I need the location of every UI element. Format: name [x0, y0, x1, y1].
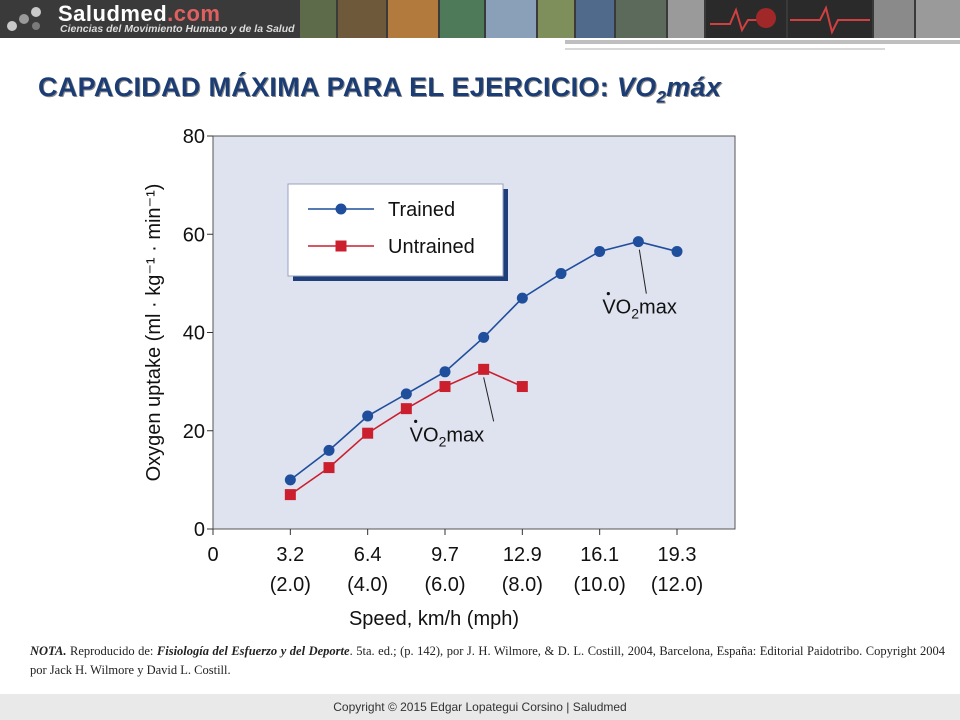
- x-tick-sublabel: (2.0): [270, 574, 311, 596]
- x-tick-sublabel: (4.0): [347, 574, 388, 596]
- x-tick-label: 19.3: [658, 544, 697, 566]
- annotation-vo2max: VO2max: [410, 424, 485, 449]
- title-vo: VO: [616, 72, 657, 102]
- legend-label-trained: Trained: [388, 199, 455, 221]
- data-point-trained: [284, 474, 296, 486]
- data-point-trained: [323, 444, 335, 456]
- footer: Copyright © 2015 Edgar Lopategui Corsino…: [0, 694, 960, 720]
- x-tick-label: 9.7: [431, 544, 459, 566]
- header-banner: Saludmed.com Ciencias del Movimiento Hum…: [0, 0, 960, 38]
- banner-photo-strip: [300, 0, 960, 38]
- note-text-1: Reproducido de:: [66, 644, 157, 658]
- data-point-trained: [632, 236, 644, 248]
- data-point-untrained: [323, 462, 335, 474]
- legend-box: [287, 183, 504, 277]
- note-label: NOTA.: [30, 644, 67, 658]
- citation-note: NOTA. Reproducido de: Fisiología del Esf…: [30, 642, 945, 680]
- data-point-trained: [555, 268, 567, 280]
- annotation-pointer: [483, 377, 495, 422]
- legend-label-untrained: Untrained: [388, 236, 475, 258]
- data-point-untrained: [362, 427, 374, 439]
- y-tick-label: 20: [183, 421, 205, 443]
- data-point-untrained: [400, 403, 412, 415]
- y-tick-label: 60: [183, 224, 205, 246]
- x-axis-label: Speed, km/h (mph): [349, 608, 519, 630]
- y-tick-label: 0: [194, 519, 205, 541]
- x-tick-sublabel: (12.0): [651, 574, 703, 596]
- data-point-trained: [594, 245, 606, 257]
- plot-group: 0 20 40 60 80 0 3.2 (2.0) 6.4 (4.0) 9.7 (6.0) 12.9 (8…: [143, 126, 736, 630]
- y-tick-label: 80: [183, 126, 205, 148]
- y-tick-label: 40: [183, 323, 205, 345]
- site-name: Saludmed: [58, 1, 168, 26]
- note-book-title: Fisiología del Esfuerzo y del Deporte: [156, 644, 350, 658]
- title-max: máx: [666, 72, 722, 102]
- note-text-2: . 5ta. ed.; (p. 142), por J. H. Wilmore,…: [30, 644, 945, 677]
- logo-icon: [7, 7, 41, 31]
- annotation-dot: [606, 292, 610, 296]
- x-tick-sublabel: (10.0): [574, 574, 626, 596]
- slide-title: CAPACIDAD MÁXIMA PARA EL EJERCICIO: VO2m…: [38, 72, 721, 107]
- data-point-untrained: [284, 489, 296, 501]
- data-point-trained: [516, 292, 528, 304]
- data-point-trained: [439, 366, 451, 378]
- banner-photos-icon: [300, 0, 960, 38]
- x-tick-label: 12.9: [503, 544, 542, 566]
- site-logo[interactable]: Saludmed.com: [58, 1, 221, 27]
- data-point-trained: [400, 388, 412, 400]
- data-point-untrained: [439, 381, 451, 393]
- x-tick-label: 0: [207, 544, 218, 566]
- x-tick-label: 16.1: [580, 544, 619, 566]
- annotation-vo2max: VO2max: [602, 297, 677, 322]
- y-axis-label: Oxygen uptake (ml · kg⁻¹ · min⁻¹): [143, 184, 165, 482]
- x-tick-sublabel: (6.0): [424, 574, 465, 596]
- data-point-trained: [478, 331, 490, 343]
- header-rule-secondary: [565, 48, 885, 50]
- data-point-trained: [362, 410, 374, 422]
- annotation-dot: [414, 419, 418, 423]
- site-tagline: Ciencias del Movimiento Humano y de la S…: [60, 23, 295, 35]
- x-tick-label: 6.4: [354, 544, 382, 566]
- footer-copyright: Copyright © 2015 Edgar Lopategui Corsino…: [333, 700, 627, 714]
- header-rule: [565, 40, 960, 44]
- oxygen-uptake-chart: 0 20 40 60 80 0 3.2 (2.0) 6.4 (4.0) 9.7 (6.0) 12.9 (8…: [143, 126, 736, 630]
- title-vo2max: VO2máx: [616, 72, 722, 106]
- data-point-untrained: [478, 363, 490, 375]
- x-tick-label: 3.2: [276, 544, 304, 566]
- title-text: CAPACIDAD MÁXIMA PARA EL EJERCICIO:: [38, 72, 617, 102]
- site-domain: .com: [167, 1, 221, 26]
- title-subscript: 2: [656, 87, 667, 107]
- legend-marker-trained: [335, 203, 347, 215]
- data-point-untrained: [516, 381, 528, 393]
- data-point-trained: [671, 245, 683, 257]
- x-tick-sublabel: (8.0): [502, 574, 543, 596]
- annotation-pointer: [638, 249, 647, 294]
- legend-marker-untrained: [335, 240, 347, 252]
